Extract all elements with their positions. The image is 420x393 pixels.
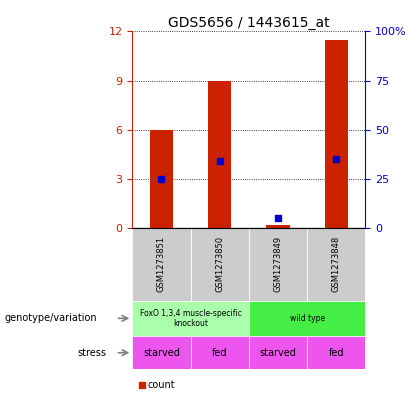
Text: count: count bbox=[147, 380, 175, 390]
Title: GDS5656 / 1443615_at: GDS5656 / 1443615_at bbox=[168, 17, 330, 30]
Text: starved: starved bbox=[143, 348, 180, 358]
Text: GSM1273848: GSM1273848 bbox=[332, 236, 341, 292]
Text: fed: fed bbox=[328, 348, 344, 358]
Text: GSM1273851: GSM1273851 bbox=[157, 236, 166, 292]
Bar bbox=[150, 130, 173, 228]
Bar bbox=[208, 81, 231, 228]
Text: stress: stress bbox=[78, 348, 107, 358]
Text: wild type: wild type bbox=[289, 314, 325, 323]
Text: GSM1273849: GSM1273849 bbox=[273, 236, 283, 292]
Bar bbox=[325, 40, 348, 228]
Text: fed: fed bbox=[212, 348, 228, 358]
Text: GSM1273850: GSM1273850 bbox=[215, 236, 224, 292]
Text: starved: starved bbox=[260, 348, 297, 358]
Text: genotype/variation: genotype/variation bbox=[4, 313, 97, 323]
Text: FoxO 1,3,4 muscle-specific
knockout: FoxO 1,3,4 muscle-specific knockout bbox=[139, 309, 241, 328]
Bar bbox=[266, 225, 290, 228]
